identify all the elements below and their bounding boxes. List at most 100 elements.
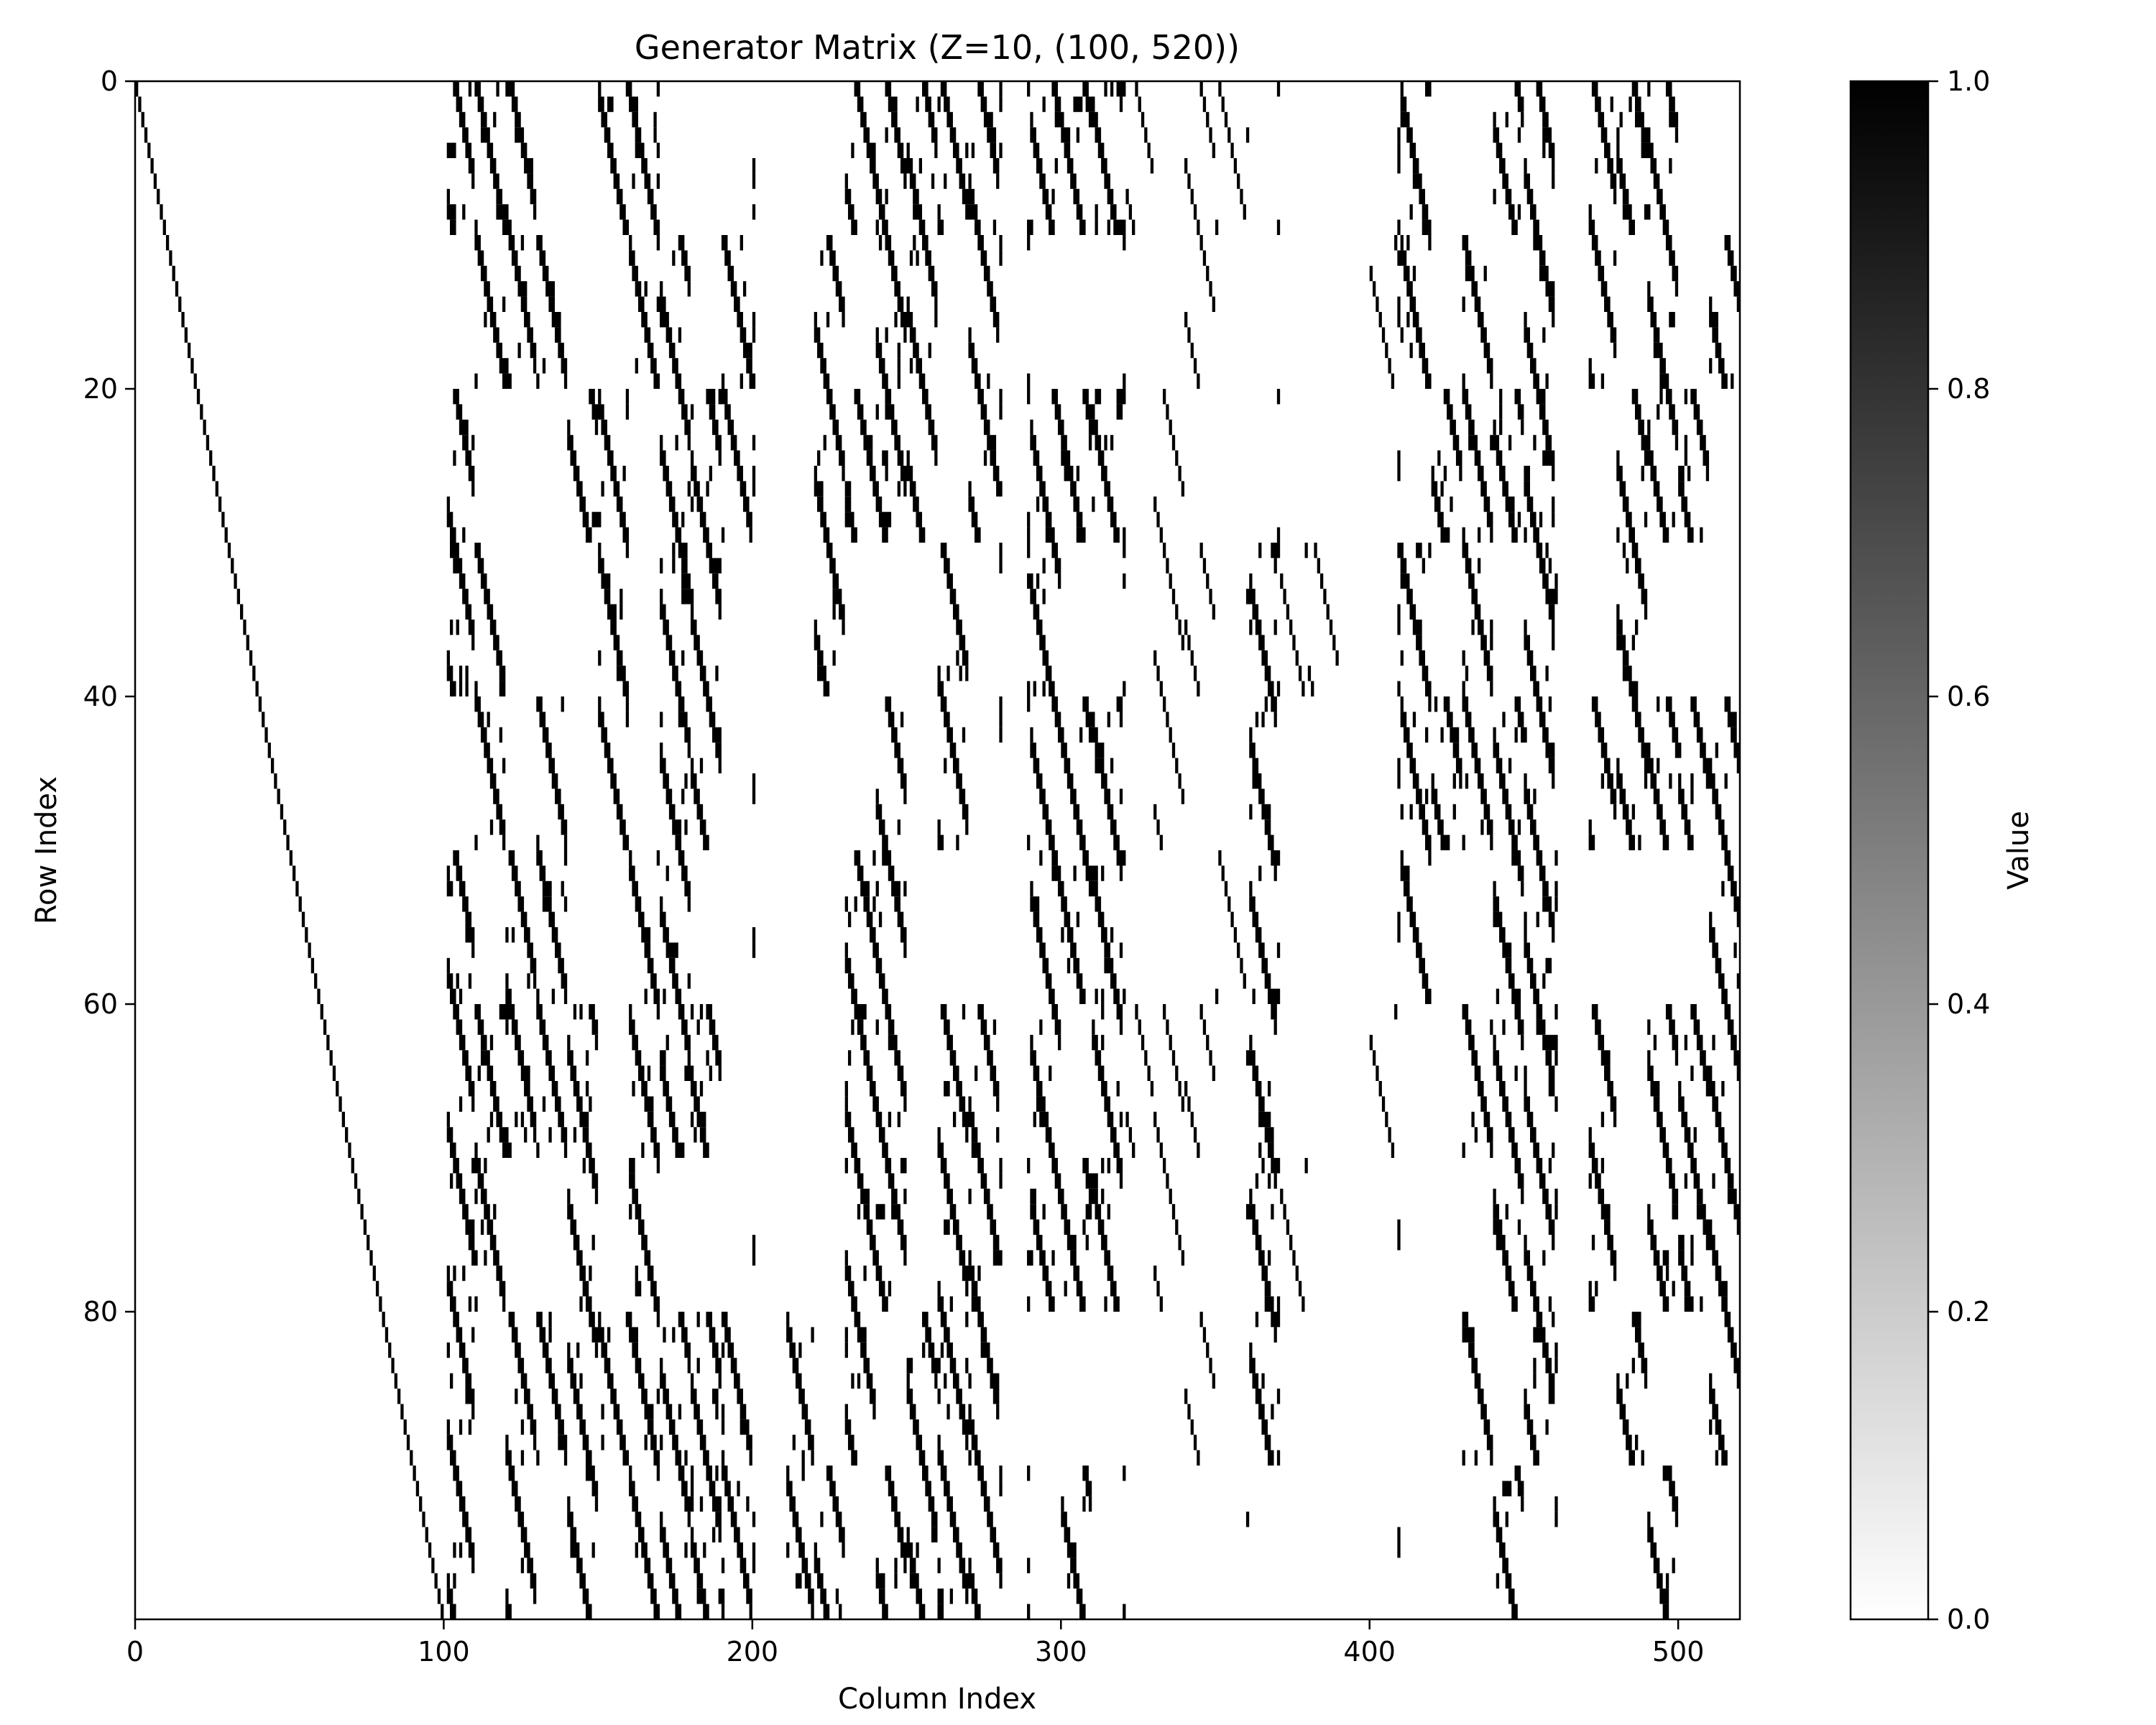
matrix-cell <box>1548 604 1555 620</box>
matrix-cell <box>1533 1296 1539 1312</box>
matrix-cell <box>459 1542 463 1558</box>
matrix-cell <box>1391 1142 1395 1158</box>
matrix-cell <box>1588 1281 1592 1297</box>
matrix-cell <box>555 1404 561 1420</box>
matrix-cell <box>752 927 756 943</box>
matrix-cell <box>1369 1034 1373 1051</box>
matrix-cell <box>453 1466 459 1481</box>
matrix-cell <box>962 188 975 205</box>
matrix-cell <box>875 496 883 512</box>
matrix-cell <box>1552 512 1555 528</box>
matrix-cell <box>709 558 722 574</box>
matrix-cell <box>604 1358 611 1374</box>
matrix-cell <box>826 1466 833 1481</box>
matrix-cell <box>1529 666 1537 681</box>
matrix-cell <box>527 1096 533 1112</box>
matrix-cell <box>489 773 497 789</box>
matrix-cell <box>298 896 302 912</box>
matrix-cell <box>875 404 879 420</box>
matrix-cell <box>1733 1050 1740 1066</box>
matrix-cell <box>650 1127 657 1143</box>
matrix-cell <box>1171 589 1176 604</box>
matrix-cell <box>857 1019 864 1035</box>
matrix-cell <box>888 250 895 266</box>
matrix-cell <box>944 96 950 112</box>
matrix-cell <box>962 727 966 743</box>
matrix-cell <box>1493 1034 1496 1051</box>
matrix-cell <box>1696 1034 1703 1051</box>
matrix-cell <box>1545 281 1555 297</box>
matrix-cell <box>1533 988 1539 1004</box>
matrix-cell <box>1690 696 1697 712</box>
matrix-cell <box>922 81 929 97</box>
matrix-cell <box>1502 1481 1512 1496</box>
matrix-cell <box>382 1312 385 1328</box>
matrix-cell <box>477 558 484 574</box>
matrix-cell <box>1082 81 1089 97</box>
matrix-cell <box>1733 896 1740 912</box>
matrix-cell <box>397 1389 401 1404</box>
matrix-cell <box>1419 650 1425 666</box>
matrix-cell <box>1616 127 1620 143</box>
matrix-cell <box>903 173 907 189</box>
matrix-cell <box>1712 1173 1715 1189</box>
matrix-cell <box>425 1527 428 1542</box>
matrix-cell <box>665 1558 673 1573</box>
matrix-cell <box>1202 96 1207 112</box>
matrix-cell <box>1304 1158 1308 1174</box>
matrix-cell <box>1724 773 1728 789</box>
matrix-cell <box>875 1265 883 1282</box>
matrix-cell <box>1206 1342 1210 1358</box>
matrix-cell <box>619 589 623 604</box>
matrix-cell <box>752 312 756 328</box>
matrix-cell <box>1607 1235 1613 1251</box>
matrix-cell <box>690 1373 694 1389</box>
matrix-cell <box>937 834 944 850</box>
matrix-cell <box>1703 450 1710 466</box>
matrix-cell <box>474 834 478 850</box>
matrix-cell <box>1493 1050 1500 1066</box>
matrix-cell <box>1092 496 1095 512</box>
matrix-cell <box>742 342 752 359</box>
matrix-cell <box>1696 419 1703 436</box>
matrix-cell <box>591 1019 599 1035</box>
matrix-cell <box>746 512 752 528</box>
matrix-cell <box>616 188 623 205</box>
matrix-cell <box>1631 1312 1641 1328</box>
matrix-cell <box>1727 712 1737 727</box>
matrix-cell <box>937 1296 944 1312</box>
matrix-cell <box>734 1527 740 1542</box>
x-axis-label: Column Index <box>838 1683 1036 1716</box>
matrix-cell <box>801 1450 805 1466</box>
matrix-cell <box>1104 435 1107 451</box>
matrix-cell <box>1076 1588 1083 1604</box>
matrix-cell <box>635 896 642 912</box>
matrix-cell <box>594 1342 599 1358</box>
matrix-cell <box>675 527 682 543</box>
matrix-cell <box>1709 1419 1713 1435</box>
matrix-cell <box>931 1512 938 1527</box>
matrix-cell <box>724 404 731 420</box>
matrix-cell <box>1517 819 1521 835</box>
matrix-cell <box>1653 788 1660 804</box>
matrix-cell <box>570 1065 577 1081</box>
matrix-cell <box>1027 543 1031 558</box>
matrix-cell <box>360 1204 364 1220</box>
matrix-cell <box>625 712 630 727</box>
matrix-cell <box>1400 696 1404 712</box>
matrix-cell <box>515 1389 518 1404</box>
matrix-cell <box>1548 1158 1552 1174</box>
matrix-cell <box>786 1481 793 1496</box>
matrix-cell <box>1595 1173 1601 1189</box>
matrix-cell <box>1030 880 1033 897</box>
matrix-cell <box>1591 1158 1598 1174</box>
matrix-cell <box>1054 1173 1061 1189</box>
matrix-cell <box>1696 1188 1703 1205</box>
matrix-cell <box>1607 158 1613 174</box>
matrix-cell <box>699 1081 704 1097</box>
matrix-cell <box>703 1450 709 1466</box>
matrix-cell <box>992 1235 1000 1251</box>
matrix-cell <box>468 1235 475 1251</box>
matrix-cell <box>1049 1142 1055 1158</box>
matrix-cell <box>1452 804 1456 820</box>
